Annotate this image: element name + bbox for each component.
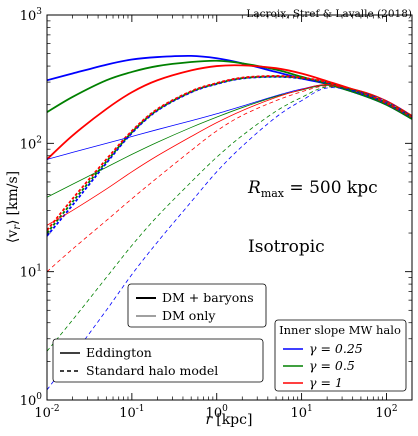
series-line-5 (47, 75, 412, 231)
legend-model-type: DM + baryons DM only (127, 283, 267, 328)
y-tick-label-2: 102 (20, 135, 42, 152)
y-tick-label-3: 103 (20, 7, 43, 24)
series-line-9 (47, 87, 412, 391)
x-axis-label: r [kpc] (206, 412, 253, 428)
series-line-8 (47, 84, 412, 226)
legend-slope: Inner slope MW halo γ = 0.25 γ = 0.5 γ =… (274, 319, 407, 392)
isotropic-annotation: Isotropic (248, 237, 325, 257)
legend-dm-only-label: DM only (162, 308, 216, 323)
legend-gamma-025-label: γ = 0.25 (309, 341, 363, 356)
series-line-11 (47, 85, 412, 272)
legend-slope-title: Inner slope MW halo (279, 323, 401, 337)
legend-eddington-label: Eddington (86, 345, 152, 360)
tick-layer: 10-2 10-1 100 101 102 100 101 102 103 (20, 7, 412, 421)
series-line-10 (47, 86, 412, 352)
series-line-1 (47, 59, 412, 120)
legend-dm-baryons-label: DM + baryons (162, 290, 254, 305)
y-tick-label-1: 101 (20, 264, 42, 281)
legend-gamma-1-label: γ = 1 (309, 375, 343, 390)
credit-text: Lacroix, Stref & Lavalle (2018) (246, 8, 412, 20)
y-tick-label-0: 100 (20, 392, 43, 409)
legend-model-type-box (127, 283, 267, 328)
legend-method-box (52, 338, 264, 383)
legend-gamma-05-label: γ = 0.5 (309, 358, 355, 373)
y-axis-label: ⟨vr⟩[km/s] (5, 171, 23, 243)
x-tick-label-4: 102 (375, 404, 397, 421)
rmax-annotation: Rmax = 500 kpc (247, 178, 378, 200)
x-tick-label-1: 10-1 (119, 404, 144, 421)
series-layer (47, 54, 412, 391)
x-tick-label-3: 101 (290, 404, 312, 421)
plot-frame (46, 14, 413, 401)
legend-standard-halo-label: Standard halo model (86, 363, 218, 378)
x-tick-label-2: 100 (206, 404, 229, 421)
legend-method: Eddington Standard halo model (52, 338, 264, 383)
series-line-4 (47, 75, 412, 234)
legend-slope-box (274, 319, 407, 392)
x-tick-label-0: 10-2 (34, 404, 59, 421)
